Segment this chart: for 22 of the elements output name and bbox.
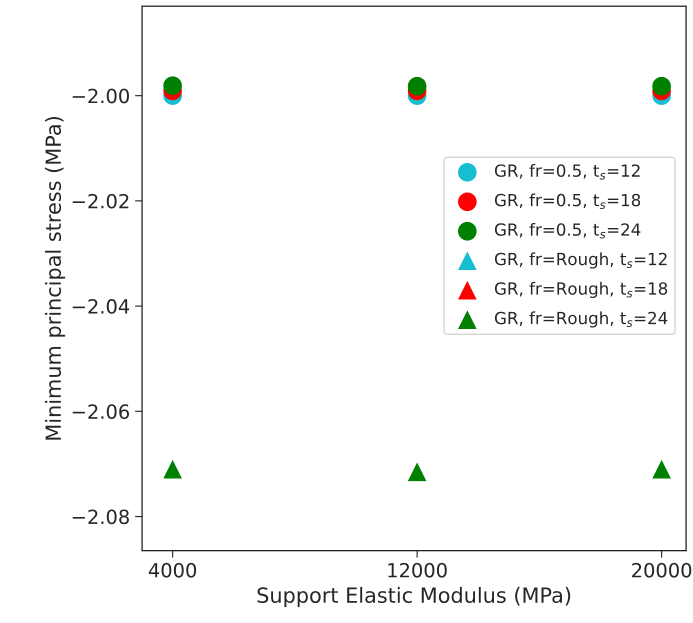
point — [163, 76, 182, 95]
x-axis-title: Support Elastic Modulus (MPa) — [258, 586, 570, 608]
legend-label: GR, fr=Rough, t$_{s}$=12 — [494, 252, 667, 269]
legend-label: GR, fr=0.5, t$_{s}$=18 — [494, 193, 640, 210]
x-tick-label: 12000 — [388, 562, 447, 578]
point — [652, 76, 671, 96]
y-tick-label: −2.08 — [72, 509, 129, 524]
legend-label: GR, fr=Rough, t$_{s}$=18 — [494, 282, 668, 298]
point — [652, 460, 671, 479]
x-tick-label: 4000 — [148, 562, 196, 578]
point — [408, 76, 426, 96]
y-tick-label: −2.04 — [72, 299, 130, 314]
y-tick-label: −2.00 — [72, 88, 129, 104]
y-tick-label: −2.02 — [72, 194, 128, 209]
x-tick-label: 20000 — [632, 562, 692, 578]
point — [163, 460, 182, 479]
y-axis-title: Minimum principal stress (MPa) — [44, 117, 66, 440]
y-tick-label: −2.06 — [72, 404, 130, 419]
point — [408, 462, 426, 482]
legend-label: GR, fr=0.5, t$_{s}$=24 — [494, 222, 640, 239]
legend-label: GR, fr=Rough, t$_{s}$=24 — [494, 311, 668, 328]
legend-label: GR, fr=0.5, t$_{s}$=12 — [494, 164, 640, 180]
